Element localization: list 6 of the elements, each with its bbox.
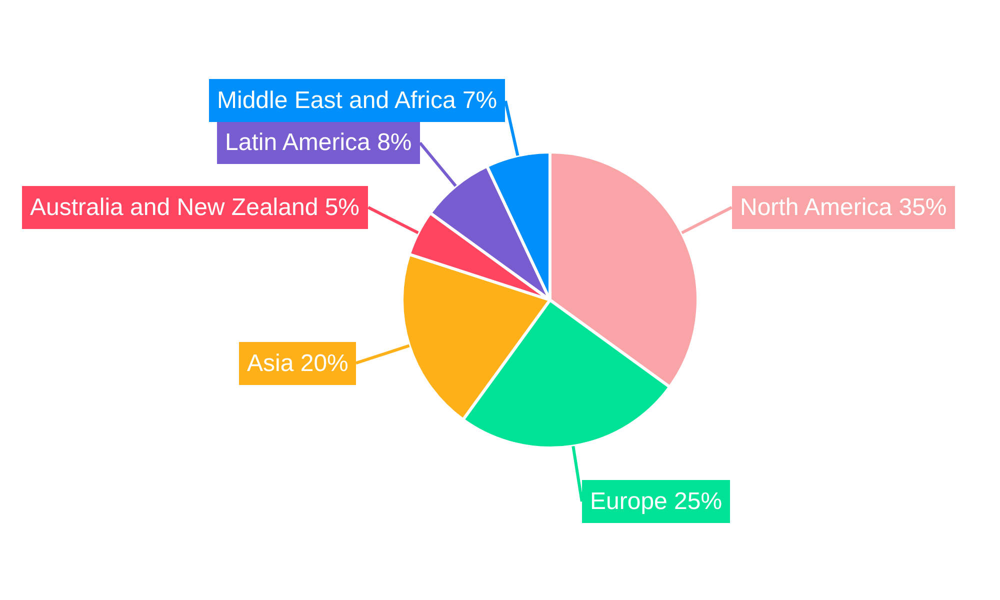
slice-label: North America 35% xyxy=(740,194,947,221)
slice-label: Australia and New Zealand 5% xyxy=(30,194,360,221)
slice-label: Asia 20% xyxy=(247,350,348,377)
slice-label: Middle East and Africa 7% xyxy=(217,87,498,114)
slice-label: Europe 25% xyxy=(590,488,722,515)
slice-label: Latin America 8% xyxy=(225,129,412,156)
